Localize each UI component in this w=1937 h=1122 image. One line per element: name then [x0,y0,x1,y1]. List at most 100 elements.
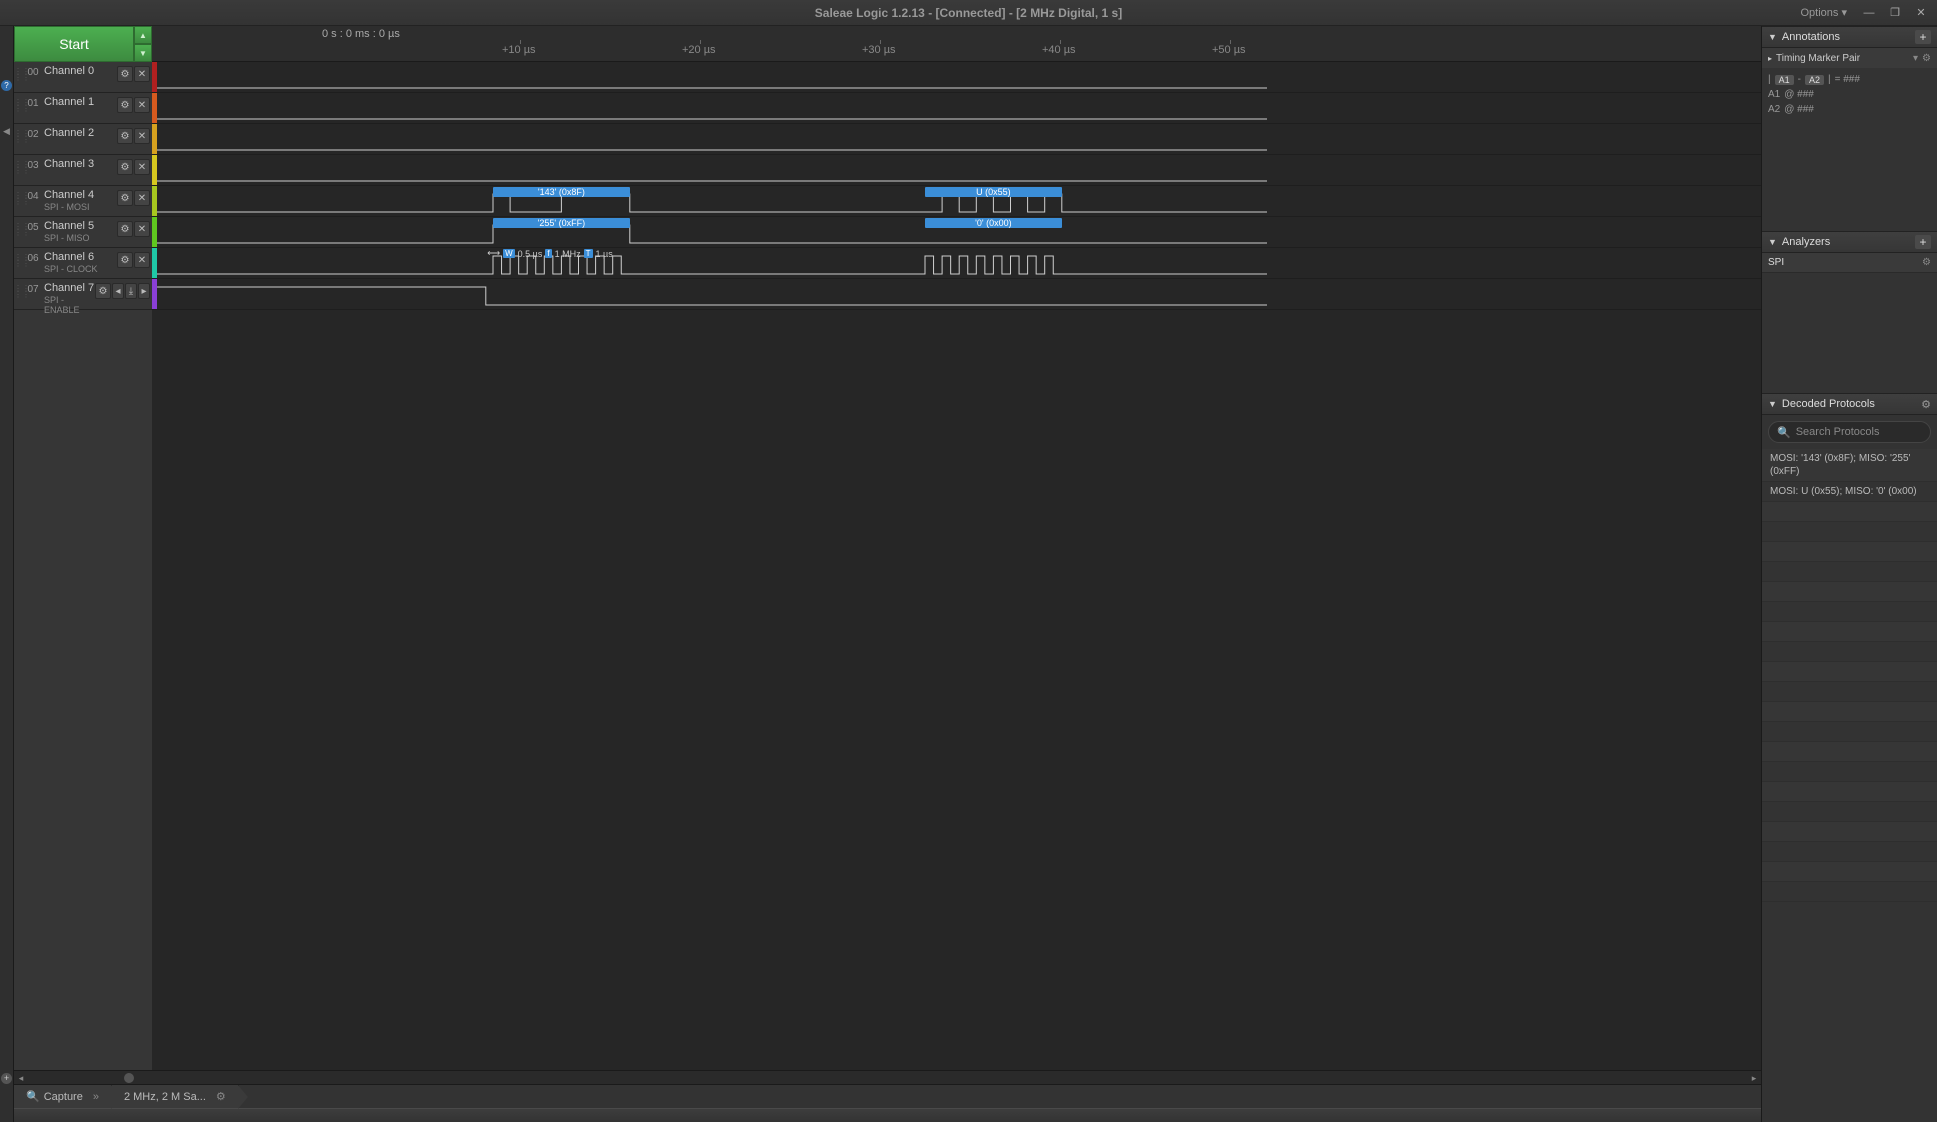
start-down-arrow[interactable]: ▼ [134,44,152,62]
expand-chevron-icon[interactable]: ◀ [3,126,10,137]
decoded-row-empty [1762,822,1937,842]
channel-grip-icon[interactable]: ⋮⋮⋮⋮ [14,251,24,267]
channel-name[interactable]: Channel 0 [44,65,117,77]
waveform-row[interactable] [152,93,1761,124]
channel-name[interactable]: Channel 4 [44,189,117,201]
info-tab[interactable]: 2 MHz, 2 M Sa... ⚙ [112,1085,239,1108]
tab-chevrons-icon[interactable]: » [93,1091,99,1103]
capture-tab[interactable]: 🔍 Capture » [14,1085,112,1108]
decoded-header[interactable]: ▼ Decoded Protocols ⚙ [1762,393,1937,415]
channel-close-icon[interactable]: ✕ [134,66,150,82]
help-icon[interactable]: ? [1,80,12,91]
start-up-arrow[interactable]: ▲ [134,26,152,44]
waveform-row[interactable] [152,248,1761,279]
width-arrows-icon: ⟷ [487,248,500,259]
channel-name[interactable]: Channel 7 [44,282,95,294]
maximize-button[interactable]: ❐ [1885,5,1905,21]
start-button[interactable]: Start [14,26,134,62]
channel-grip-icon[interactable]: ⋮⋮⋮⋮ [14,282,24,298]
waveform-row[interactable] [152,62,1761,93]
trigger-falling-icon[interactable]: ⤓ [125,283,137,299]
channel-name[interactable]: Channel 3 [44,158,117,170]
decode-bubble[interactable]: '0' (0x00) [925,218,1062,228]
decoded-list[interactable]: MOSI: '143' (0x8F); MISO: '255' (0xFF)MO… [1762,449,1937,1122]
channel-grip-icon[interactable]: ⋮⋮⋮⋮ [14,96,24,112]
info-gear-icon[interactable]: ⚙ [216,1090,226,1103]
decoded-row[interactable]: MOSI: U (0x55); MISO: '0' (0x00) [1762,482,1937,502]
channel-close-icon[interactable]: ✕ [134,159,150,175]
marker-a1-pill[interactable]: A1 [1775,75,1794,85]
channel-label-column: ⋮⋮⋮⋮ 00 Channel 0 ⚙ ✕ ⋮⋮⋮⋮ 01 Channel 1 … [14,62,152,1070]
annotations-body: | A1 - A2 | = ### A1@ ###A2@ ### [1762,68,1937,121]
channel-gear-icon[interactable]: ⚙ [117,190,133,206]
channel-gear-icon[interactable]: ⚙ [117,128,133,144]
channel-grip-icon[interactable]: ⋮⋮⋮⋮ [14,65,24,81]
decoded-row-empty [1762,802,1937,822]
channel-name[interactable]: Channel 6 [44,251,117,263]
channel-name[interactable]: Channel 2 [44,127,117,139]
marker-key: A1 [1768,89,1780,100]
waveform-row[interactable] [152,124,1761,155]
channel-number: 03 [24,158,42,171]
decoded-row-empty [1762,642,1937,662]
options-menu[interactable]: Options ▾ [1795,6,1854,19]
analyzers-collapse-icon[interactable]: ▼ [1768,237,1777,247]
channel-gear-icon[interactable]: ⚙ [95,283,111,299]
decoded-collapse-icon[interactable]: ▼ [1768,399,1777,409]
analyzers-body: SPI⚙ [1762,253,1937,393]
channel-grip-icon[interactable]: ⋮⋮⋮⋮ [14,127,24,143]
channel-close-icon[interactable]: ✕ [134,252,150,268]
decode-bubble[interactable]: '143' (0x8F) [493,187,630,197]
channel-grip-icon[interactable]: ⋮⋮⋮⋮ [14,220,24,236]
channel-subtitle: SPI - MISO [44,233,117,243]
annotations-header[interactable]: ▼ Annotations + [1762,26,1937,48]
trigger-left-icon[interactable]: ◂ [112,283,124,299]
channel-gear-icon[interactable]: ⚙ [117,97,133,113]
marker-collapse-icon[interactable]: ▸ [1768,54,1772,63]
trigger-right-icon[interactable]: ▸ [138,283,150,299]
channel-gear-icon[interactable]: ⚙ [117,159,133,175]
marker-dropdown-icon[interactable]: ▾ [1913,53,1918,64]
channel-close-icon[interactable]: ✕ [134,190,150,206]
channel-name[interactable]: Channel 1 [44,96,117,108]
bottom-bar: 🔍 Capture » 2 MHz, 2 M Sa... ⚙ [14,1084,1761,1108]
analyzers-add-button[interactable]: + [1915,235,1931,249]
channel-gear-icon[interactable]: ⚙ [117,252,133,268]
channel-close-icon[interactable]: ✕ [134,128,150,144]
decoded-row-empty [1762,582,1937,602]
capture-tab-label: Capture [44,1091,83,1103]
channel-grip-icon[interactable]: ⋮⋮⋮⋮ [14,189,24,205]
decoded-row[interactable]: MOSI: '143' (0x8F); MISO: '255' (0xFF) [1762,449,1937,482]
annotations-add-button[interactable]: + [1915,30,1931,44]
hscroll-left-arrow[interactable]: ◂ [14,1071,28,1085]
hscroll-thumb[interactable] [124,1073,134,1083]
channel-name[interactable]: Channel 5 [44,220,117,232]
decoded-row-empty [1762,522,1937,542]
analyzer-item[interactable]: SPI⚙ [1762,253,1937,273]
annotations-collapse-icon[interactable]: ▼ [1768,32,1777,42]
timing-marker-row[interactable]: ▸ Timing Marker Pair ▾ ⚙ [1762,48,1937,68]
resize-strip[interactable] [14,1108,1761,1122]
analyzers-header[interactable]: ▼ Analyzers + [1762,231,1937,253]
channel-close-icon[interactable]: ✕ [134,97,150,113]
add-tab-icon[interactable]: + [1,1073,12,1084]
waveform-area[interactable]: '143' (0x8F) '255' (0xFF) U (0x55) '0' (0x0… [152,62,1761,1070]
waveform-row[interactable] [152,155,1761,186]
close-button[interactable]: ✕ [1911,5,1931,21]
horizontal-scrollbar[interactable]: ◂ ▸ [14,1070,1761,1084]
analyzer-gear-icon[interactable]: ⚙ [1922,257,1931,268]
marker-gear-icon[interactable]: ⚙ [1922,53,1931,64]
protocol-search[interactable]: 🔍 Search Protocols [1768,421,1931,443]
decoded-gear-icon[interactable]: ⚙ [1921,398,1931,411]
timeline-header[interactable]: 0 s : 0 ms : 0 µs +10 µs+20 µs+30 µs+40 … [152,26,1761,62]
channel-gear-icon[interactable]: ⚙ [117,66,133,82]
hscroll-right-arrow[interactable]: ▸ [1747,1071,1761,1085]
minimize-button[interactable]: — [1859,5,1879,21]
marker-a2-pill[interactable]: A2 [1805,75,1824,85]
channel-gear-icon[interactable]: ⚙ [117,221,133,237]
channel-close-icon[interactable]: ✕ [134,221,150,237]
decode-bubble[interactable]: U (0x55) [925,187,1062,197]
decode-bubble[interactable]: '255' (0xFF) [493,218,630,228]
waveform-row[interactable] [152,279,1761,310]
channel-grip-icon[interactable]: ⋮⋮⋮⋮ [14,158,24,174]
